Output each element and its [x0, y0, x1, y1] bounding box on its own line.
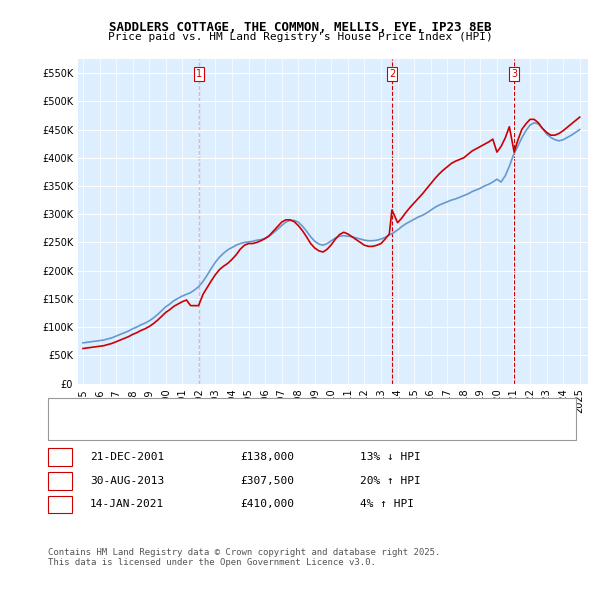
Text: 3: 3 [56, 500, 64, 509]
Text: 4% ↑ HPI: 4% ↑ HPI [360, 500, 414, 509]
Text: Price paid vs. HM Land Registry's House Price Index (HPI): Price paid vs. HM Land Registry's House … [107, 32, 493, 42]
Text: 20% ↑ HPI: 20% ↑ HPI [360, 476, 421, 486]
Text: 30-AUG-2013: 30-AUG-2013 [90, 476, 164, 486]
Text: SADDLERS COTTAGE, THE COMMON, MELLIS, EYE, IP23 8EB: SADDLERS COTTAGE, THE COMMON, MELLIS, EY… [109, 21, 491, 34]
Text: ———: ——— [66, 425, 100, 434]
Text: 21-DEC-2001: 21-DEC-2001 [90, 453, 164, 462]
Text: £138,000: £138,000 [240, 453, 294, 462]
Text: 14-JAN-2021: 14-JAN-2021 [90, 500, 164, 509]
Text: 3: 3 [511, 69, 517, 78]
Text: 2: 2 [56, 476, 64, 486]
Text: 13% ↓ HPI: 13% ↓ HPI [360, 453, 421, 462]
Text: 2: 2 [389, 69, 395, 78]
Text: 1: 1 [56, 453, 64, 462]
Text: £307,500: £307,500 [240, 476, 294, 486]
Text: £410,000: £410,000 [240, 500, 294, 509]
Text: Contains HM Land Registry data © Crown copyright and database right 2025.
This d: Contains HM Land Registry data © Crown c… [48, 548, 440, 567]
Text: HPI: Average price, detached house, Mid Suffolk: HPI: Average price, detached house, Mid … [105, 425, 381, 434]
Text: ———: ——— [66, 407, 100, 417]
Text: 1: 1 [196, 69, 202, 78]
Text: SADDLERS COTTAGE, THE COMMON, MELLIS, EYE, IP23 8EB (detached house): SADDLERS COTTAGE, THE COMMON, MELLIS, EY… [105, 407, 505, 417]
